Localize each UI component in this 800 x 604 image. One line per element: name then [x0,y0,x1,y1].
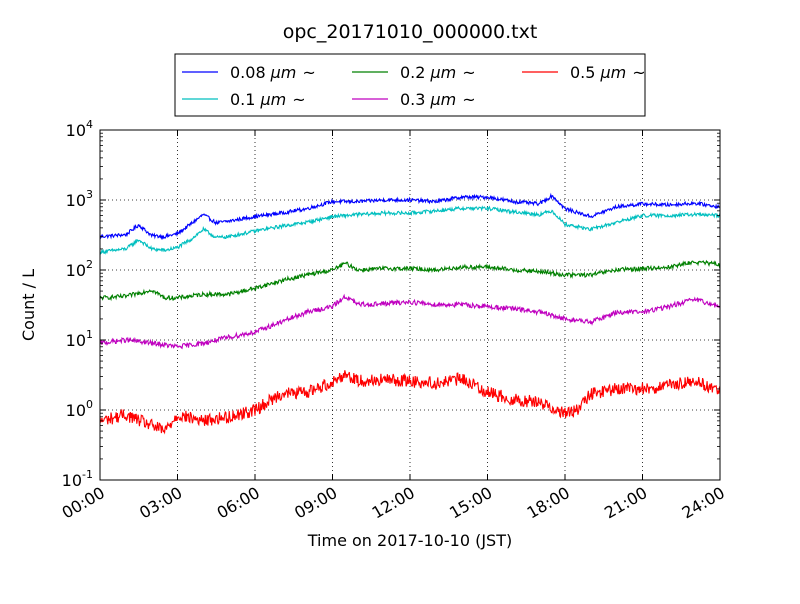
legend-value: 0.3 [400,90,425,109]
legend-value: 0.1 [230,90,255,109]
legend-label: 0.1 μm ~ [230,90,306,109]
series-line-0.08 [99,192,721,241]
legend-label: 0.08 μm ~ [230,63,316,82]
legend-suffix: ~ [462,63,475,82]
legend-unit: μm [259,90,286,109]
series-line-0.5 [99,370,721,435]
y-tick-exponent: 2 [86,258,93,271]
legend-unit: μm [429,90,456,109]
y-tick-base: 10 [66,191,86,210]
legend-suffix: ~ [632,63,645,82]
legend-unit: μm [429,63,456,82]
legend-suffix: ~ [302,63,315,82]
x-axis-label: Time on 2017-10-10 (JST) [307,531,512,550]
legend-label: 0.3 μm ~ [400,90,476,109]
y-axis-label: Count / L [19,269,38,341]
legend-suffix: ~ [292,90,305,109]
y-tick-label: 103 [66,188,93,210]
y-tick-label: 102 [66,258,93,280]
y-tick-exponent: 4 [86,118,93,131]
y-tick-base: 10 [66,331,86,350]
legend-suffix: ~ [462,90,475,109]
legend: 0.08 μm ~0.1 μm ~0.2 μm ~0.3 μm ~0.5 μm ~ [174,53,646,117]
series-line-0.3 [99,293,721,350]
y-tick-exponent: 0 [86,398,93,411]
y-tick-label: 101 [66,328,93,350]
plot-area-frame [99,129,721,481]
legend-value: 0.08 [230,63,266,82]
legend-label: 0.2 μm ~ [400,63,476,82]
legend-unit: μm [599,63,626,82]
y-tick-exponent: -1 [82,468,93,481]
legend-label: 0.5 μm ~ [570,63,646,82]
chart-title: opc_20171010_000000.txt [283,21,538,43]
y-tick-exponent: 3 [86,188,93,201]
y-tick-base: 10 [66,121,86,140]
legend-value: 0.2 [400,63,425,82]
series-line-0.2 [99,259,721,302]
y-tick-exponent: 1 [86,328,93,341]
y-tick-label: 104 [66,118,93,140]
y-tick-base: 10 [66,401,86,420]
y-tick-base: 10 [66,261,86,280]
legend-value: 0.5 [570,63,595,82]
y-tick-label: 10-1 [62,468,93,490]
y-tick-base: 10 [62,471,82,490]
series-layer [99,192,721,435]
legend-unit: μm [270,63,297,82]
series-line-0.1 [99,205,721,255]
legend-frame [174,53,646,117]
y-tick-label: 100 [66,398,93,420]
